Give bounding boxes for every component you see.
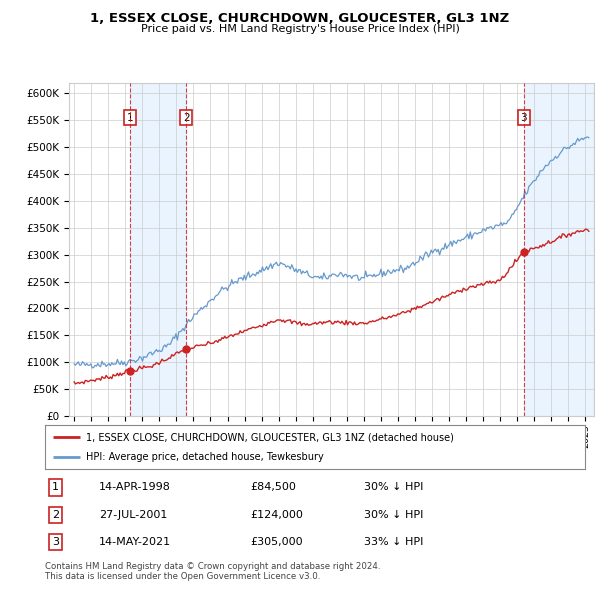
Text: £305,000: £305,000 — [250, 537, 303, 547]
Text: This data is licensed under the Open Government Licence v3.0.: This data is licensed under the Open Gov… — [45, 572, 320, 581]
Text: 1: 1 — [127, 113, 134, 123]
Text: 14-MAY-2021: 14-MAY-2021 — [99, 537, 171, 547]
Text: 2: 2 — [52, 510, 59, 520]
Text: 30% ↓ HPI: 30% ↓ HPI — [364, 483, 423, 493]
Bar — [130, 83, 186, 416]
Text: 3: 3 — [520, 113, 527, 123]
Text: 3: 3 — [52, 537, 59, 547]
Text: 14-APR-1998: 14-APR-1998 — [99, 483, 171, 493]
Text: 1, ESSEX CLOSE, CHURCHDOWN, GLOUCESTER, GL3 1NZ (detached house): 1, ESSEX CLOSE, CHURCHDOWN, GLOUCESTER, … — [86, 432, 454, 442]
Text: £124,000: £124,000 — [250, 510, 303, 520]
Text: HPI: Average price, detached house, Tewkesbury: HPI: Average price, detached house, Tewk… — [86, 452, 323, 461]
Text: 1: 1 — [52, 483, 59, 493]
Text: 27-JUL-2001: 27-JUL-2001 — [99, 510, 167, 520]
Text: 2: 2 — [183, 113, 190, 123]
Text: 33% ↓ HPI: 33% ↓ HPI — [364, 537, 423, 547]
Bar — [524, 83, 594, 416]
Text: 1, ESSEX CLOSE, CHURCHDOWN, GLOUCESTER, GL3 1NZ: 1, ESSEX CLOSE, CHURCHDOWN, GLOUCESTER, … — [91, 12, 509, 25]
Text: Contains HM Land Registry data © Crown copyright and database right 2024.: Contains HM Land Registry data © Crown c… — [45, 562, 380, 571]
Text: 30% ↓ HPI: 30% ↓ HPI — [364, 510, 423, 520]
Text: Price paid vs. HM Land Registry's House Price Index (HPI): Price paid vs. HM Land Registry's House … — [140, 24, 460, 34]
Text: £84,500: £84,500 — [250, 483, 296, 493]
